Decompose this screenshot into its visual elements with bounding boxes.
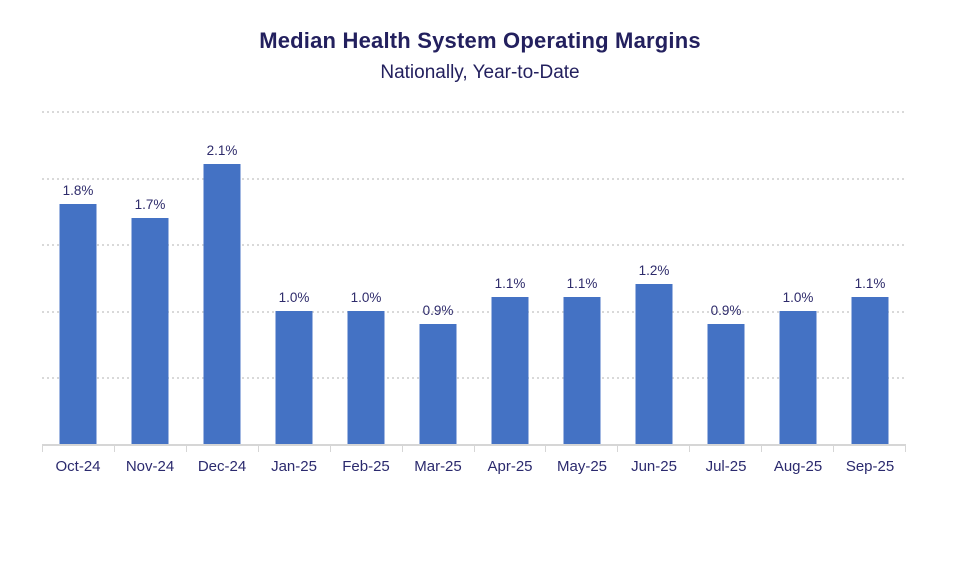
bar [851, 297, 889, 444]
bar [131, 217, 169, 444]
bar-column: 1.7% [114, 111, 186, 444]
x-axis-tick [329, 446, 402, 452]
bar [635, 284, 673, 444]
gridline [42, 244, 906, 247]
x-axis-label: Aug-25 [773, 458, 823, 475]
bar-column: 1.2% [618, 111, 690, 444]
bar-value-label: 1.2% [638, 263, 670, 279]
x-axis-tick [473, 446, 546, 452]
gridline [42, 177, 906, 180]
bar-value-label: 1.8% [62, 183, 94, 199]
x-axis-label: Mar-25 [414, 458, 462, 475]
x-axis-label: Nov-24 [125, 458, 175, 475]
bar-column: 2.1% [186, 111, 258, 444]
x-axis-label: Jun-25 [631, 458, 677, 475]
bar-value-label: 2.1% [206, 143, 238, 159]
bar-column: 1.0% [258, 111, 330, 444]
bar-value-label: 1.1% [566, 276, 598, 292]
x-axis-tick [42, 446, 114, 452]
bar-column: 0.9% [690, 111, 762, 444]
x-axis-label: Oct-24 [55, 458, 101, 475]
chart-subtitle: Nationally, Year-to-Date [380, 62, 580, 83]
x-axis-tick [401, 446, 474, 452]
x-axis-label: Apr-25 [487, 458, 533, 475]
bar [347, 310, 385, 444]
gridline [42, 111, 906, 113]
bar-value-label: 1.7% [134, 196, 166, 212]
x-axis-tick [689, 446, 761, 452]
x-axis-label: Jul-25 [705, 458, 747, 475]
bar-column: 1.1% [474, 111, 546, 444]
bar-series: 1.8% 1.7% 2.1% 1.0% 1.0% 0.9% 1.1% 1.1% 1.2% 0.9%… [42, 111, 906, 444]
bar-value-label: 1.0% [350, 289, 382, 305]
bar-column: 1.1% [546, 111, 618, 444]
x-axis-tick [761, 446, 833, 452]
bar [779, 310, 817, 444]
x-axis-tick [617, 446, 689, 452]
bar [275, 310, 313, 444]
x-axis-labels: Oct-24 Nov-24 Dec-24 Jan-25 Feb-25 Mar-25 Apr-… [42, 456, 906, 475]
x-axis-ticks [42, 446, 907, 452]
bar [419, 324, 457, 444]
bar-value-label: 1.1% [494, 276, 526, 292]
bar-column: 1.0% [762, 111, 834, 444]
bar-value-label: 1.0% [278, 289, 310, 305]
chart-title: Median Health System Operating Margins [259, 28, 701, 53]
bar-column: 0.9% [402, 111, 474, 444]
bar-column: 1.1% [834, 111, 906, 444]
x-axis-label: Sep-25 [845, 458, 895, 475]
x-axis-label: May-25 [556, 458, 608, 475]
x-axis-tick [113, 446, 186, 452]
bar [563, 297, 601, 444]
gridline [42, 377, 906, 380]
bar [203, 164, 241, 444]
bar-column: 1.0% [330, 111, 402, 444]
x-axis-tick [257, 446, 330, 452]
x-axis-label: Jan-25 [271, 458, 317, 475]
x-axis-label: Feb-25 [342, 458, 390, 475]
x-axis-label: Dec-24 [197, 458, 247, 475]
bar-value-label: 0.9% [710, 303, 742, 319]
bar [491, 297, 529, 444]
bar-value-label: 1.1% [854, 276, 886, 292]
bar-column: 1.8% [42, 111, 114, 444]
bar-value-label: 1.0% [782, 289, 814, 305]
gridline [42, 310, 906, 313]
x-axis-tick [185, 446, 258, 452]
x-axis-tick [833, 446, 907, 452]
bar [59, 204, 97, 444]
plot-area: 1.8% 1.7% 2.1% 1.0% 1.0% 0.9% 1.1% 1.1% 1.2% 0.9%… [42, 111, 906, 446]
x-axis-tick [545, 446, 617, 452]
bar-value-label: 0.9% [422, 303, 454, 319]
bar [707, 324, 745, 444]
